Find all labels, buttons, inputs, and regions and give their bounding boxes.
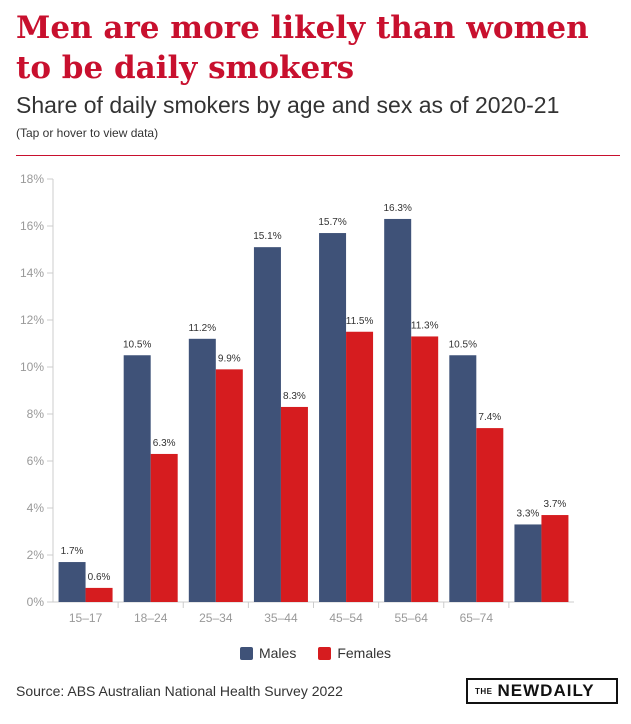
bar-females[interactable] <box>150 453 178 602</box>
chart-title: Men are more likely than women to be dai… <box>16 10 589 86</box>
data-label-females: 11.5% <box>346 316 374 327</box>
newdaily-logo: THE NEWDAILY <box>466 678 618 704</box>
logo-prefix: THE <box>475 686 493 696</box>
legend-label-males: Males <box>258 645 297 661</box>
bar-males[interactable] <box>319 233 347 603</box>
bar-chart[interactable]: 0% 2% 4% 6% 8% 10% 12% 14% 16% 18% 1.7% 0.6% 15–17 10… <box>0 165 631 635</box>
logo-wordmark: NEWDAILY <box>497 681 595 700</box>
x-tick-label: 25–34 <box>199 611 233 625</box>
y-tick-label: 18% <box>20 172 44 186</box>
bar-males[interactable] <box>58 562 86 602</box>
bar-females[interactable] <box>476 428 504 602</box>
bar-females[interactable] <box>411 336 439 602</box>
x-tick-label: 15–17 <box>69 611 103 625</box>
legend-item-females[interactable]: Females <box>318 645 391 661</box>
chart-subtitle: Share of daily smokers by age and sex as… <box>16 92 560 118</box>
y-tick-label: 0% <box>27 595 45 609</box>
y-tick-label: 6% <box>27 454 45 468</box>
data-label-females: 6.3% <box>153 438 176 449</box>
bar-males[interactable] <box>253 247 281 602</box>
data-label-males: 10.5% <box>123 339 151 350</box>
x-tick-label: 45–54 <box>329 611 363 625</box>
data-label-males: 3.3% <box>517 508 540 519</box>
data-label-males: 15.7% <box>318 217 346 228</box>
bar-males[interactable] <box>123 355 151 602</box>
bar-females[interactable] <box>346 331 374 602</box>
data-label-females: 3.7% <box>544 499 567 510</box>
legend-swatch-females <box>318 646 332 660</box>
y-tick-label: 10% <box>20 360 44 374</box>
bar-females[interactable] <box>280 406 308 602</box>
y-tick-label: 2% <box>27 548 45 562</box>
source-note: Source: ABS Australian National Health S… <box>16 683 343 699</box>
title-divider <box>16 155 620 156</box>
data-label-males: 1.7% <box>61 546 84 557</box>
data-label-females: 9.9% <box>218 353 241 364</box>
data-label-females: 7.4% <box>478 412 501 423</box>
bar-males[interactable] <box>188 338 216 602</box>
data-label-females: 11.3% <box>411 320 439 331</box>
y-tick-label: 8% <box>27 407 45 421</box>
data-label-males: 15.1% <box>253 231 281 242</box>
legend-label-females: Females <box>337 645 392 661</box>
x-tick-label: 18–24 <box>134 611 168 625</box>
x-tick-label: 65–74 <box>460 611 494 625</box>
interaction-hint: (Tap or hover to view data) <box>16 126 159 140</box>
bar-males[interactable] <box>449 355 477 602</box>
x-tick-label: 35–44 <box>264 611 298 625</box>
y-tick-label: 12% <box>20 313 44 327</box>
legend-swatch-males <box>239 646 253 660</box>
bar-females[interactable] <box>541 515 569 602</box>
legend-item-males[interactable]: Males <box>239 645 297 661</box>
bar-females[interactable] <box>215 369 243 602</box>
y-tick-label: 14% <box>20 266 44 280</box>
data-label-females: 8.3% <box>283 391 306 402</box>
y-tick-label: 4% <box>27 501 45 515</box>
bar-males[interactable] <box>384 218 412 602</box>
data-label-males: 16.3% <box>384 203 412 214</box>
legend: Males Females <box>0 645 631 661</box>
data-label-females: 0.6% <box>88 572 111 583</box>
bar-females[interactable] <box>85 587 113 602</box>
y-tick-label: 16% <box>20 219 44 233</box>
data-label-males: 11.2% <box>189 323 217 334</box>
bar-males[interactable] <box>514 524 542 602</box>
x-tick-label: 55–64 <box>395 611 429 625</box>
data-label-males: 10.5% <box>449 339 477 350</box>
